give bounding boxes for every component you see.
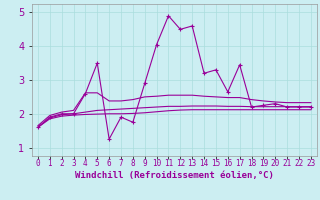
X-axis label: Windchill (Refroidissement éolien,°C): Windchill (Refroidissement éolien,°C) bbox=[75, 171, 274, 180]
